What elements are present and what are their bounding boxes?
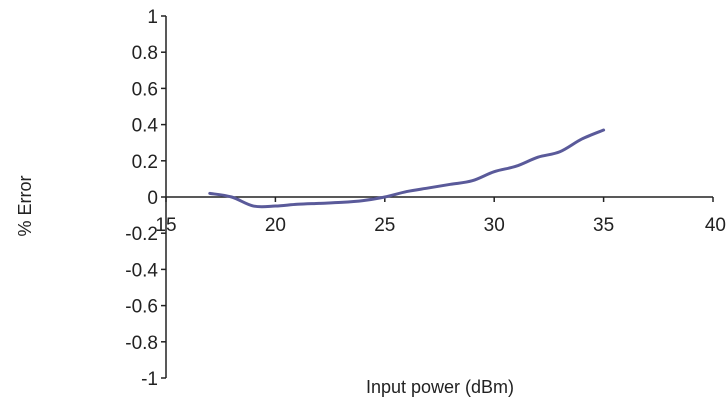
- x-tick-label: 20: [265, 215, 286, 236]
- x-tick-label: 35: [593, 215, 614, 236]
- y-tick-label: -1: [141, 369, 158, 390]
- x-axis-title: Input power (dBm): [366, 377, 514, 397]
- y-tick-label: 0.8: [132, 43, 158, 64]
- y-tick-label: 0.4: [132, 116, 159, 137]
- x-tick-label: 40: [705, 215, 726, 236]
- y-tick-label: 0.2: [132, 152, 158, 173]
- y-axis-title: % Error: [15, 175, 35, 236]
- series-layer: [208, 128, 606, 209]
- x-tick-label: 15: [155, 215, 176, 236]
- y-tick-label: -0.2: [125, 224, 158, 245]
- x-tick-label: 30: [484, 215, 505, 236]
- y-axis: 1 0.8 0.6 0.4 0.2 0 -0.2 -0.4 -0.6 -0.8 -1: [125, 7, 167, 390]
- x-tick-label: 25: [374, 215, 395, 236]
- y-tick-label: -0.4: [125, 260, 158, 281]
- series-line: [208, 128, 606, 209]
- y-tick-label: 0: [147, 188, 158, 209]
- x-axis: 15 20 25 30 35 40: [155, 196, 726, 236]
- y-tick-label: -0.6: [125, 297, 158, 318]
- y-tick-label: 0.6: [132, 79, 158, 100]
- y-tick-label: -0.8: [125, 333, 158, 354]
- y-tick-label: 1: [147, 7, 158, 28]
